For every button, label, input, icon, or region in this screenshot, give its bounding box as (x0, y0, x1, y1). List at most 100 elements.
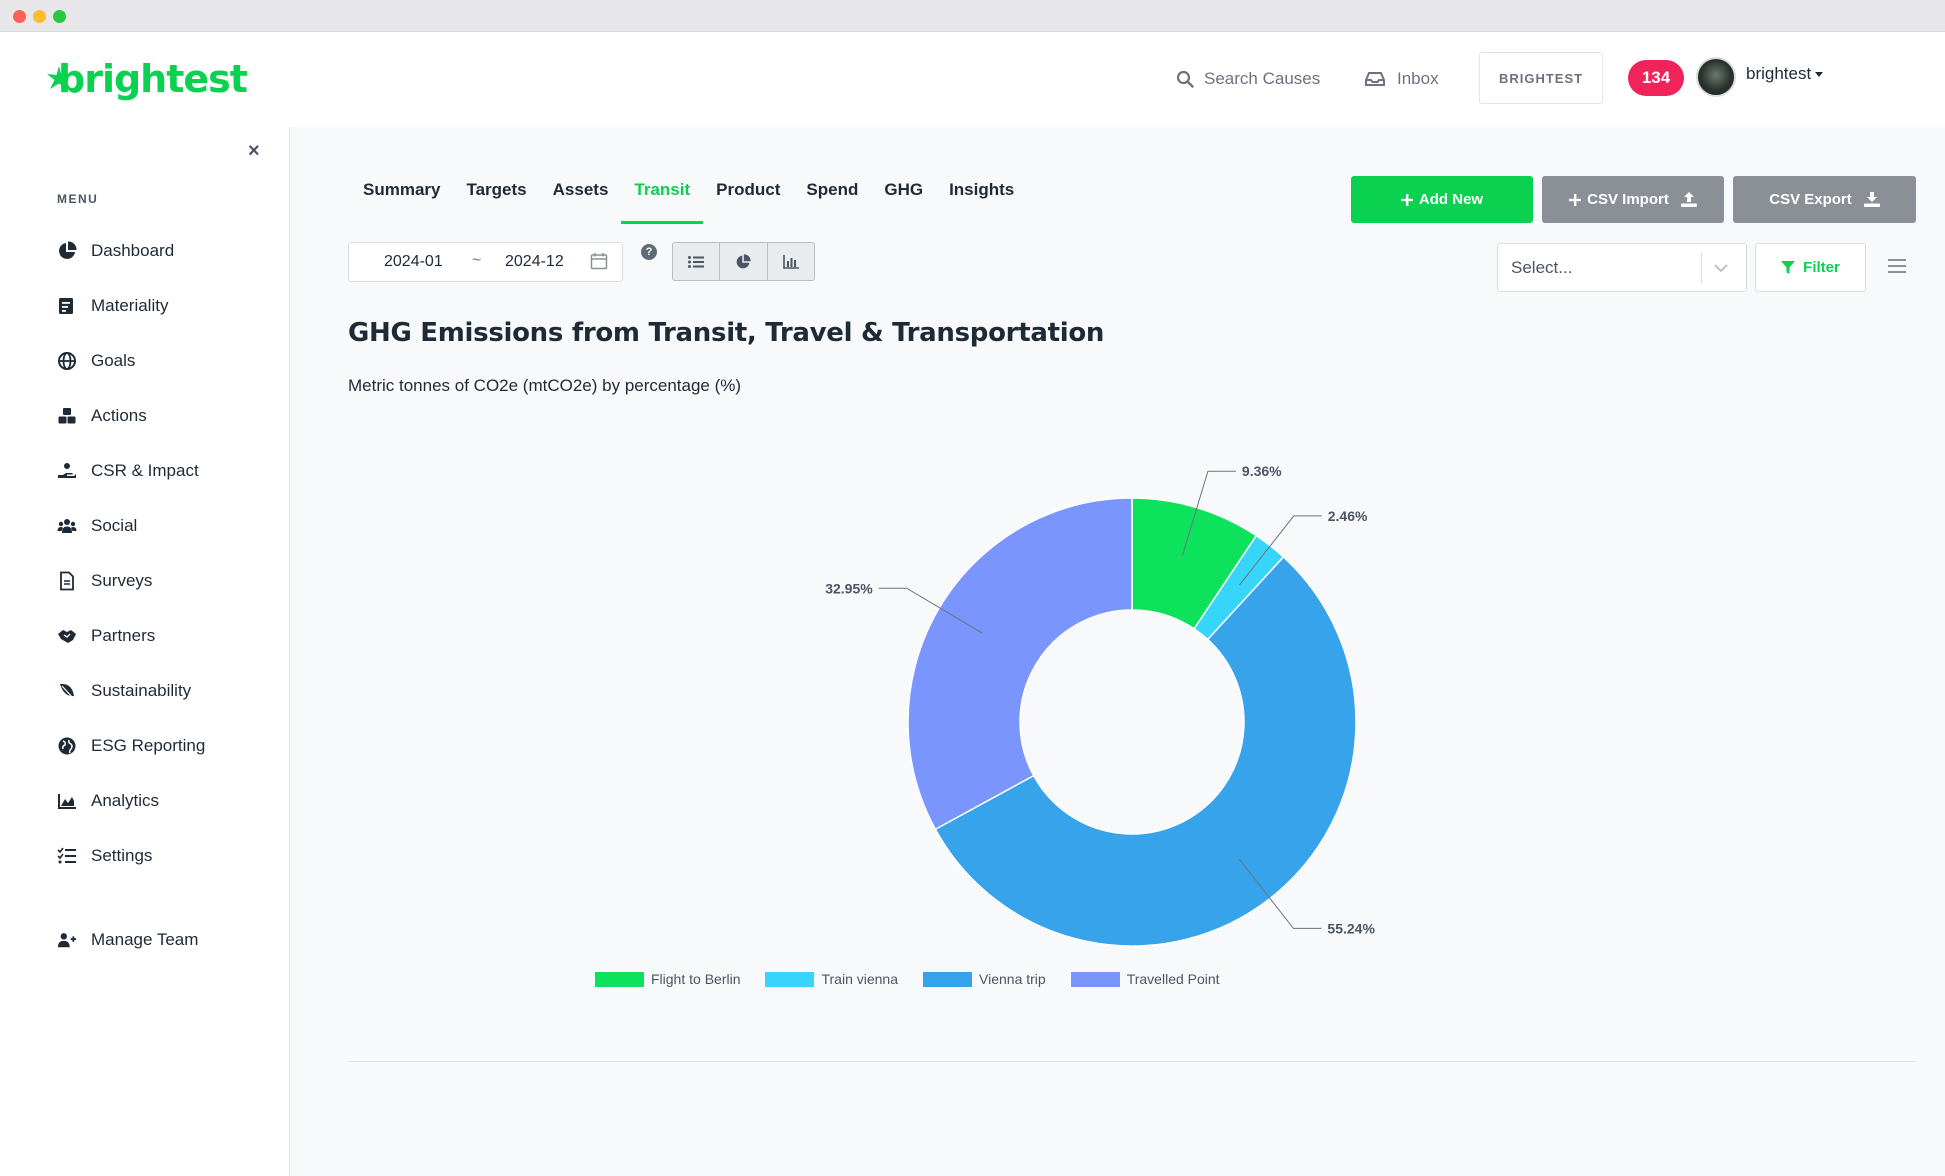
top-header: brightest Search Causes Inbox BRIGHTEST … (0, 32, 1945, 127)
window-close-button[interactable] (13, 10, 26, 23)
sidebar-item-label: Social (91, 516, 138, 535)
add-new-button[interactable]: Add New (1351, 176, 1533, 223)
sidebar-item-label: ESG Reporting (91, 736, 206, 755)
slice-value-label: 55.24% (1327, 920, 1375, 936)
download-icon (1863, 192, 1880, 207)
legend-item[interactable]: Flight to Berlin (595, 971, 740, 987)
sidebar-item-materiality[interactable]: Materiality (57, 291, 168, 321)
tab-ghg[interactable]: GHG (884, 180, 924, 199)
search-causes-button[interactable]: Search Causes (1176, 64, 1320, 94)
pie-chart-icon (59, 241, 77, 259)
filter-button[interactable]: Filter (1755, 243, 1866, 292)
tab-summary[interactable]: Summary (363, 180, 441, 199)
user-menu[interactable]: brightest (1746, 64, 1824, 84)
sidebar-item-analytics[interactable]: Analytics (57, 786, 159, 816)
upload-icon (1680, 192, 1697, 207)
tab-spend[interactable]: Spend (806, 180, 859, 199)
tab-product[interactable]: Product (716, 180, 781, 199)
search-icon (1176, 70, 1194, 88)
legend-label: Train vienna (821, 971, 899, 987)
plus-icon (1569, 193, 1582, 206)
legend-item[interactable]: Travelled Point (1070, 971, 1220, 987)
legend-label: Travelled Point (1126, 971, 1220, 987)
inbox-button[interactable]: Inbox (1365, 64, 1439, 94)
inbox-tray-icon (1365, 72, 1385, 86)
label-leader-line (1238, 858, 1322, 929)
pie-slice-vienna-trip[interactable] (934, 555, 1357, 947)
document-chart-icon (59, 298, 73, 314)
csv-import-button[interactable]: CSV Import (1542, 176, 1724, 223)
pie-slice-travelled-point[interactable] (907, 497, 1133, 831)
sidebar-item-partners[interactable]: Partners (57, 621, 155, 651)
date-range-separator: ~ (472, 252, 482, 269)
legend-swatch (1070, 971, 1120, 987)
legend-swatch (923, 971, 973, 987)
funnel-icon (1781, 260, 1796, 274)
chart-subtitle: Metric tonnes of CO2e (mtCO2e) by percen… (348, 376, 742, 395)
bar-chart-icon (783, 254, 799, 269)
organization-button[interactable]: BRIGHTEST (1479, 52, 1603, 104)
notification-badge[interactable]: 134 (1628, 60, 1684, 96)
sidebar-item-manage-team[interactable]: Manage Team (57, 925, 198, 955)
list-check-icon (57, 847, 76, 864)
sidebar-item-label: Settings (91, 846, 153, 865)
pie-chart-icon (737, 253, 752, 268)
sidebar-item-esg-reporting[interactable]: ESG Reporting (57, 731, 205, 761)
sidebar: × MENU Dashboard Materiality Goals Actio… (0, 127, 290, 1176)
sidebar-item-label: Dashboard (91, 241, 175, 260)
slice-value-label: 32.95% (825, 580, 873, 596)
legend-item[interactable]: Train vienna (765, 971, 898, 987)
category-select[interactable]: Select... (1497, 243, 1747, 292)
tab-assets[interactable]: Assets (552, 180, 609, 199)
search-causes-label: Search Causes (1204, 69, 1321, 88)
tab-targets[interactable]: Targets (466, 180, 527, 199)
sidebar-item-dashboard[interactable]: Dashboard (57, 236, 174, 266)
tab-insights[interactable]: Insights (949, 180, 1015, 199)
csv-export-button[interactable]: CSV Export (1733, 176, 1916, 223)
sidebar-item-csr-impact[interactable]: CSR & Impact (57, 456, 199, 486)
file-icon (60, 571, 74, 591)
list-view-button[interactable] (673, 243, 721, 280)
window-titlebar (0, 0, 1945, 32)
calendar-icon (590, 253, 608, 270)
sidebar-item-label: Manage Team (91, 930, 199, 949)
bar-view-button[interactable] (768, 243, 814, 280)
sidebar-item-settings[interactable]: Settings (57, 841, 152, 871)
cubes-icon (58, 408, 76, 424)
label-leader-line (878, 587, 983, 634)
sidebar-item-social[interactable]: Social (57, 511, 137, 541)
user-plus-icon (57, 933, 77, 948)
window-maximize-button[interactable] (53, 10, 66, 23)
brand-logo[interactable]: brightest (46, 50, 248, 108)
area-chart-icon (58, 794, 76, 809)
date-to-input[interactable]: 2024-12 (505, 253, 564, 270)
legend-item[interactable]: Vienna trip (923, 971, 1046, 987)
window-minimize-button[interactable] (33, 10, 46, 23)
sidebar-item-sustainability[interactable]: Sustainability (57, 676, 191, 706)
select-placeholder: Select... (1511, 258, 1573, 277)
sidebar-item-surveys[interactable]: Surveys (57, 566, 152, 596)
sidebar-item-actions[interactable]: Actions (57, 401, 147, 431)
close-icon[interactable]: × (248, 140, 260, 162)
label-leader-line (1181, 470, 1236, 556)
sidebar-item-label: CSR & Impact (91, 461, 199, 480)
sidebar-item-goals[interactable]: Goals (57, 346, 135, 376)
users-icon (57, 519, 77, 533)
avatar[interactable] (1696, 57, 1736, 97)
plus-icon (1400, 193, 1413, 206)
csv-export-label: CSV Export (1769, 191, 1852, 208)
sparkle-icon (47, 66, 71, 89)
help-icon[interactable]: ? (641, 244, 657, 260)
slice-value-label: 2.46% (1328, 508, 1368, 524)
hamburger-menu-icon[interactable] (1888, 258, 1906, 274)
label-leader-line (1239, 515, 1322, 586)
date-range-picker[interactable]: 2024-01 ~ 2024-12 (348, 242, 623, 282)
date-from-input[interactable]: 2024-01 (384, 253, 443, 270)
sidebar-item-label: Actions (91, 406, 147, 425)
tab-transit[interactable]: Transit (621, 170, 703, 224)
pie-view-button[interactable] (720, 243, 768, 280)
leaf-icon (60, 683, 74, 699)
chevron-down-icon (1714, 264, 1728, 273)
legend-label: Flight to Berlin (651, 971, 741, 987)
hand-holding-icon (58, 463, 76, 478)
